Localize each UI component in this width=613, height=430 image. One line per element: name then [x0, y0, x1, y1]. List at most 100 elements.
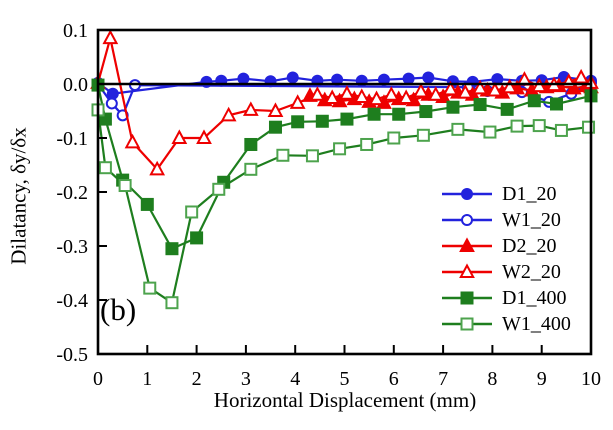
x-tick-label: 4: [290, 368, 300, 390]
y-tick-label: -0.2: [56, 182, 88, 204]
data-point-marker: [324, 89, 341, 105]
data-point-marker: [140, 197, 154, 211]
data-point-marker: [368, 90, 385, 106]
data-point-marker: [237, 72, 250, 85]
data-point-marker: [165, 242, 179, 256]
data-point-marker: [472, 79, 488, 95]
data-point-marker: [289, 94, 306, 109]
data-point-marker: [340, 112, 354, 126]
data-point-marker: [220, 106, 237, 122]
data-point-marker: [501, 78, 518, 94]
legend-label: W1_400: [502, 313, 571, 335]
data-point-marker: [360, 137, 374, 151]
data-point-marker: [267, 102, 284, 117]
x-tick-label: 6: [389, 368, 399, 390]
legend-entry-D1_20: D1_20: [441, 181, 571, 207]
data-point-marker: [286, 71, 299, 84]
y-tick-label: -0.4: [56, 290, 88, 312]
data-point-marker: [457, 84, 474, 99]
data-point-marker: [398, 89, 415, 105]
data-point-marker: [106, 87, 119, 100]
data-point-marker: [165, 296, 179, 310]
data-point-marker: [427, 86, 444, 101]
x-tick-label: 2: [192, 368, 202, 390]
x-tick-label: 8: [487, 368, 497, 390]
legend-entry-W1_400: W1_400: [441, 311, 571, 337]
data-point-marker: [305, 149, 319, 163]
legend-marker-D1_20: [442, 188, 492, 200]
data-point-marker: [422, 71, 435, 84]
data-point-marker: [143, 281, 157, 295]
y-tick-label: 0.1: [63, 20, 88, 42]
legend-label: D2_20: [502, 235, 557, 257]
legend-label: W1_20: [502, 209, 561, 231]
y-tick-label: -0.3: [56, 236, 88, 258]
data-point-marker: [383, 86, 400, 101]
x-axis-title: Horizontal Displacement (mm): [213, 388, 477, 412]
data-point-marker: [459, 237, 475, 252]
data-point-marker: [413, 82, 429, 98]
legend-marker-W1_20: [442, 214, 492, 226]
data-point-marker: [291, 115, 305, 129]
legend-label: D1_400: [502, 287, 567, 309]
legend-label: D1_20: [502, 183, 557, 205]
x-tick-label: 10: [581, 368, 601, 390]
data-point-marker: [102, 29, 119, 45]
y-axis-title: Dilatancy, δy/δx: [6, 127, 31, 265]
data-point-marker: [460, 291, 474, 305]
data-point-marker: [510, 119, 524, 133]
data-point-marker: [486, 81, 503, 97]
data-point-marker: [392, 107, 406, 121]
series-D1_400: [91, 78, 598, 256]
data-point-marker: [483, 125, 497, 139]
x-tick-label: 7: [438, 368, 448, 390]
data-point-marker: [309, 86, 326, 101]
data-point-marker: [573, 68, 590, 84]
data-point-marker: [242, 101, 259, 116]
data-point-marker: [171, 129, 188, 144]
data-point-marker: [244, 137, 258, 151]
data-point-marker: [532, 119, 546, 133]
legend-entry-D2_20: D2_20: [441, 233, 571, 259]
data-point-marker: [268, 120, 282, 134]
data-point-marker: [190, 231, 204, 245]
data-point-marker: [367, 107, 381, 121]
data-point-marker: [149, 160, 166, 176]
y-tick-label: -0.5: [56, 344, 88, 366]
legend-entry-W2_20: W2_20: [441, 259, 571, 285]
x-tick-label: 0: [93, 368, 103, 390]
x-tick-label: 3: [241, 368, 251, 390]
data-point-marker: [353, 88, 370, 103]
data-point-marker: [402, 72, 415, 85]
data-point-marker: [451, 122, 465, 136]
data-point-marker: [196, 129, 212, 144]
data-point-marker: [333, 142, 347, 156]
data-point-marker: [419, 105, 433, 119]
data-point-marker: [118, 179, 132, 193]
legend: D1_20 W1_20 D2_20 W2_20 D1_400 W1_400: [441, 181, 571, 337]
legend-marker-D1_400: [442, 291, 492, 305]
data-point-marker: [582, 120, 596, 134]
y-tick-label: -0.1: [56, 128, 88, 150]
legend-marker-W1_400: [442, 317, 492, 331]
x-tick-label: 1: [142, 368, 152, 390]
data-point-marker: [387, 131, 401, 145]
data-point-marker: [339, 85, 355, 100]
y-tick-label: 0.0: [63, 74, 88, 96]
x-tick-label: 9: [537, 368, 547, 390]
data-point-marker: [442, 80, 459, 96]
legend-entry-D1_400: D1_400: [441, 285, 571, 311]
panel-label: (b): [100, 292, 137, 327]
plot-frame: [96, 28, 593, 356]
data-point-marker: [461, 214, 473, 226]
data-point-marker: [500, 102, 514, 116]
legend-entry-W1_20: W1_20: [441, 207, 571, 233]
data-point-marker: [212, 182, 226, 196]
series-W1_400: [91, 103, 596, 310]
data-point-marker: [124, 133, 141, 149]
data-point-marker: [460, 317, 474, 331]
data-point-marker: [276, 148, 290, 162]
data-point-marker: [446, 100, 460, 114]
data-point-marker: [461, 188, 473, 200]
x-tick-label: 5: [340, 368, 350, 390]
